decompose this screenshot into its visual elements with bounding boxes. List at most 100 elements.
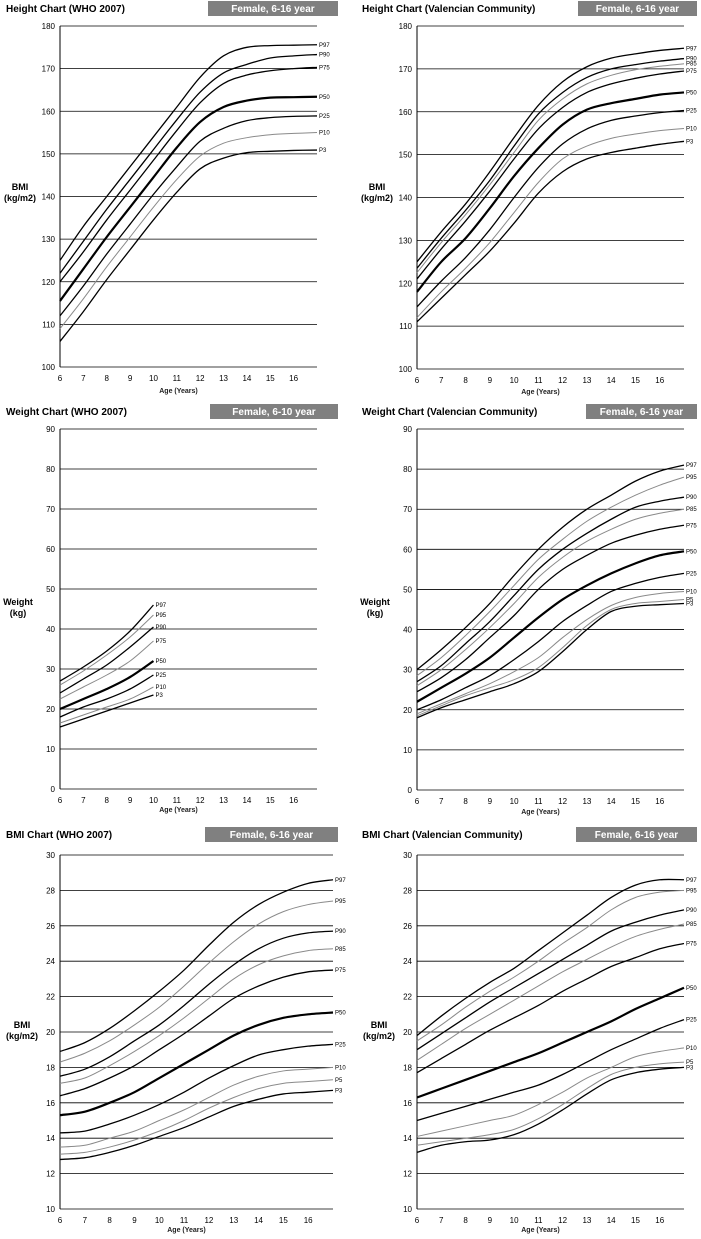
series-line-p75 [416,70,685,280]
series-label: P97 [335,878,346,884]
series-label: P10 [686,589,697,595]
x-tick-label: 9 [128,374,133,383]
y-tick-label: 20 [403,1028,412,1037]
series-line-p5 [59,1079,334,1155]
y-tick-label: 26 [403,922,412,931]
chart-title: BMI Chart (Valencian Community) [362,830,523,841]
series-label: P75 [686,69,697,75]
y-axis-label: (kg) [10,608,27,618]
series-label: P95 [155,613,166,619]
y-tick-label: 10 [46,745,55,754]
y-tick-label: 70 [403,505,412,514]
y-tick-label: 24 [46,957,55,966]
subgroup-tag: Female, 6-16 year [230,830,313,841]
x-tick-label: 11 [534,376,543,385]
x-tick-label: 6 [58,796,63,805]
x-tick-label: 12 [204,1216,213,1225]
series-label: P10 [686,1046,697,1052]
x-tick-label: 8 [463,797,468,806]
series-line-p90 [416,909,685,1051]
series-line-p95 [59,900,334,1063]
x-tick-label: 14 [607,376,616,385]
x-tick-label: 8 [105,374,110,383]
y-tick-label: 50 [403,585,412,594]
x-tick-label: 15 [266,796,275,805]
y-tick-label: 90 [403,425,412,434]
x-tick-label: 15 [279,1216,288,1225]
x-tick-label: 16 [289,796,298,805]
series-label: P85 [686,507,697,513]
series-label: P90 [686,908,697,914]
y-tick-label: 40 [46,625,55,634]
y-axis-label: BMI [14,1020,31,1030]
y-tick-label: 24 [403,957,412,966]
x-axis-label: Age (Years) [159,807,198,814]
y-axis-label: BMI [371,1020,388,1030]
series-label: P5 [686,1060,694,1066]
y-axis-label: (kg/m2) [6,1031,38,1041]
series-line-p3 [59,694,154,728]
series-label: P50 [686,986,697,992]
y-tick-label: 0 [408,786,413,795]
series-label: P90 [686,495,697,501]
series-label: P25 [335,1042,346,1048]
y-tick-label: 160 [42,107,56,116]
series-label: P25 [686,571,697,577]
subgroup-tag-background [210,404,338,419]
x-tick-label: 10 [510,797,519,806]
series-line-p97 [59,44,318,261]
series-label: P5 [335,1078,343,1084]
series-line-p75 [59,66,318,283]
y-tick-label: 140 [399,194,413,203]
y-tick-label: 16 [46,1099,55,1108]
series-line-p90 [59,626,154,694]
x-tick-label: 10 [510,1216,519,1225]
y-tick-label: 14 [46,1134,55,1143]
chart-title: BMI Chart (WHO 2007) [6,830,112,841]
y-tick-label: 130 [42,235,56,244]
x-tick-label: 12 [558,797,567,806]
y-tick-label: 120 [399,279,413,288]
y-axis-label: (kg/m2) [363,1031,395,1041]
series-label: P10 [335,1065,346,1071]
y-tick-label: 22 [403,993,412,1002]
x-tick-label: 9 [488,797,493,806]
series-label: P50 [335,1011,346,1017]
x-tick-label: 16 [304,1216,313,1225]
subgroup-tag: Female, 6-16 year [595,830,678,841]
series-line-p50 [416,91,685,293]
height-who-chart: Height Chart (WHO 2007) Female, 6-16 year… [4,1,338,395]
series-line-p3 [59,149,318,342]
x-tick-label: 11 [173,796,182,805]
bmi-who-chart: BMI Chart (WHO 2007) Female, 6-16 year 10 1… [6,827,346,1234]
x-tick-label: 13 [582,376,591,385]
x-tick-label: 14 [242,374,251,383]
x-tick-label: 11 [534,1216,543,1225]
series-line-p25 [416,1018,685,1122]
y-tick-label: 10 [46,1205,55,1214]
y-tick-label: 12 [403,1170,412,1179]
x-tick-label: 15 [631,1216,640,1225]
y-tick-label: 100 [399,365,413,374]
y-tick-label: 18 [46,1063,55,1072]
series-line-p10 [416,127,685,318]
series-label: P97 [155,603,166,609]
y-tick-label: 60 [403,545,412,554]
series-line-p97 [416,464,685,671]
y-axis-label: Weight [3,597,33,607]
y-axis-label: BMI [369,182,386,192]
y-tick-label: 26 [46,922,55,931]
y-tick-label: 80 [46,465,55,474]
series-label: P50 [686,549,697,555]
x-tick-label: 11 [180,1216,189,1225]
x-tick-label: 9 [132,1216,137,1225]
series-label: P95 [686,888,697,894]
x-tick-label: 13 [229,1216,238,1225]
series-line-p75 [59,969,334,1097]
y-tick-label: 40 [403,626,412,635]
series-line-p95 [416,889,685,1042]
series-label: P97 [686,463,697,469]
y-tick-label: 100 [42,363,56,372]
bmi-valencia-chart: BMI Chart (Valencian Community) Female, 6… [362,827,697,1234]
